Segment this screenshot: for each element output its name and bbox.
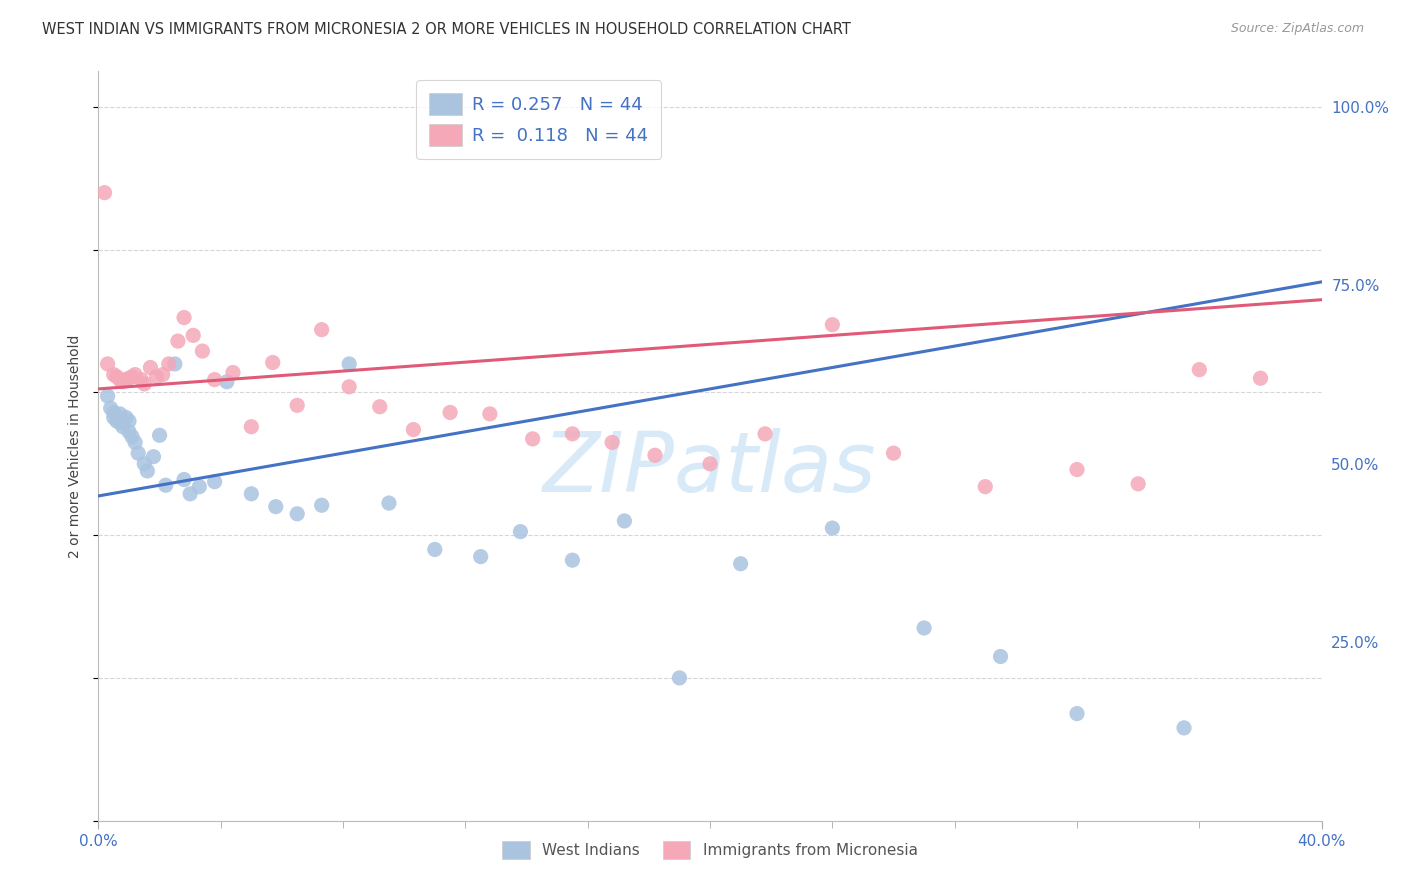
Point	[264, 500, 287, 514]
Point	[285, 398, 308, 412]
Point	[115, 410, 138, 425]
Point	[600, 435, 623, 450]
Point	[118, 371, 141, 385]
Point	[821, 521, 844, 535]
Point	[124, 435, 146, 450]
Point	[134, 457, 156, 471]
Point	[478, 407, 501, 421]
Point	[157, 357, 180, 371]
Point	[191, 344, 214, 359]
Point	[173, 310, 195, 325]
Point	[142, 450, 165, 464]
Point	[111, 375, 134, 389]
Point	[668, 671, 690, 685]
Point	[561, 553, 583, 567]
Point	[127, 446, 149, 460]
Point	[730, 557, 752, 571]
Point	[990, 649, 1012, 664]
Point	[699, 457, 721, 471]
Point	[163, 357, 186, 371]
Point	[111, 419, 134, 434]
Point	[912, 621, 935, 635]
Point	[402, 423, 425, 437]
Point	[285, 507, 308, 521]
Point	[522, 432, 544, 446]
Point	[644, 448, 666, 462]
Point	[97, 357, 120, 371]
Point	[103, 368, 125, 382]
Point	[1188, 362, 1211, 376]
Point	[204, 373, 226, 387]
Point	[121, 369, 143, 384]
Point	[118, 425, 141, 439]
Point	[240, 419, 263, 434]
Point	[311, 323, 333, 337]
Point	[179, 487, 201, 501]
Point	[1128, 476, 1150, 491]
Point	[167, 334, 190, 348]
Point	[561, 426, 583, 441]
Point	[883, 446, 905, 460]
Point	[93, 186, 115, 200]
Text: WEST INDIAN VS IMMIGRANTS FROM MICRONESIA 2 OR MORE VEHICLES IN HOUSEHOLD CORREL: WEST INDIAN VS IMMIGRANTS FROM MICRONESI…	[42, 22, 851, 37]
Point	[97, 389, 120, 403]
Point	[121, 430, 143, 444]
Point	[108, 373, 131, 387]
Point	[108, 416, 131, 430]
Point	[115, 373, 138, 387]
Point	[149, 428, 172, 442]
Point	[754, 426, 776, 441]
Point	[974, 480, 997, 494]
Point	[1066, 462, 1088, 476]
Point	[136, 464, 159, 478]
Point	[423, 542, 446, 557]
Point	[124, 368, 146, 382]
Point	[111, 416, 134, 430]
Point	[222, 366, 245, 380]
Point	[337, 357, 360, 371]
Point	[139, 360, 162, 375]
Point	[378, 496, 401, 510]
Point	[215, 375, 238, 389]
Point	[103, 405, 125, 419]
Point	[145, 369, 167, 384]
Point	[181, 328, 204, 343]
Point	[155, 478, 177, 492]
Point	[204, 475, 226, 489]
Point	[311, 498, 333, 512]
Point	[1066, 706, 1088, 721]
Point	[118, 414, 141, 428]
Text: Source: ZipAtlas.com: Source: ZipAtlas.com	[1230, 22, 1364, 36]
Point	[173, 473, 195, 487]
Point	[105, 369, 128, 384]
Point	[188, 480, 211, 494]
Point	[134, 376, 156, 391]
Legend: West Indians, Immigrants from Micronesia: West Indians, Immigrants from Micronesia	[496, 835, 924, 865]
Point	[613, 514, 636, 528]
Point	[368, 400, 391, 414]
Point	[509, 524, 531, 539]
Point	[439, 405, 461, 419]
Point	[262, 355, 284, 369]
Point	[337, 380, 360, 394]
Point	[240, 487, 263, 501]
Point	[470, 549, 492, 564]
Point	[821, 318, 844, 332]
Point	[129, 373, 152, 387]
Point	[105, 414, 128, 428]
Point	[1249, 371, 1271, 385]
Point	[103, 410, 125, 425]
Point	[1173, 721, 1195, 735]
Point	[152, 368, 174, 382]
Point	[100, 401, 122, 416]
Text: ZIPatlas: ZIPatlas	[543, 428, 877, 509]
Point	[108, 407, 131, 421]
Y-axis label: 2 or more Vehicles in Household: 2 or more Vehicles in Household	[69, 334, 83, 558]
